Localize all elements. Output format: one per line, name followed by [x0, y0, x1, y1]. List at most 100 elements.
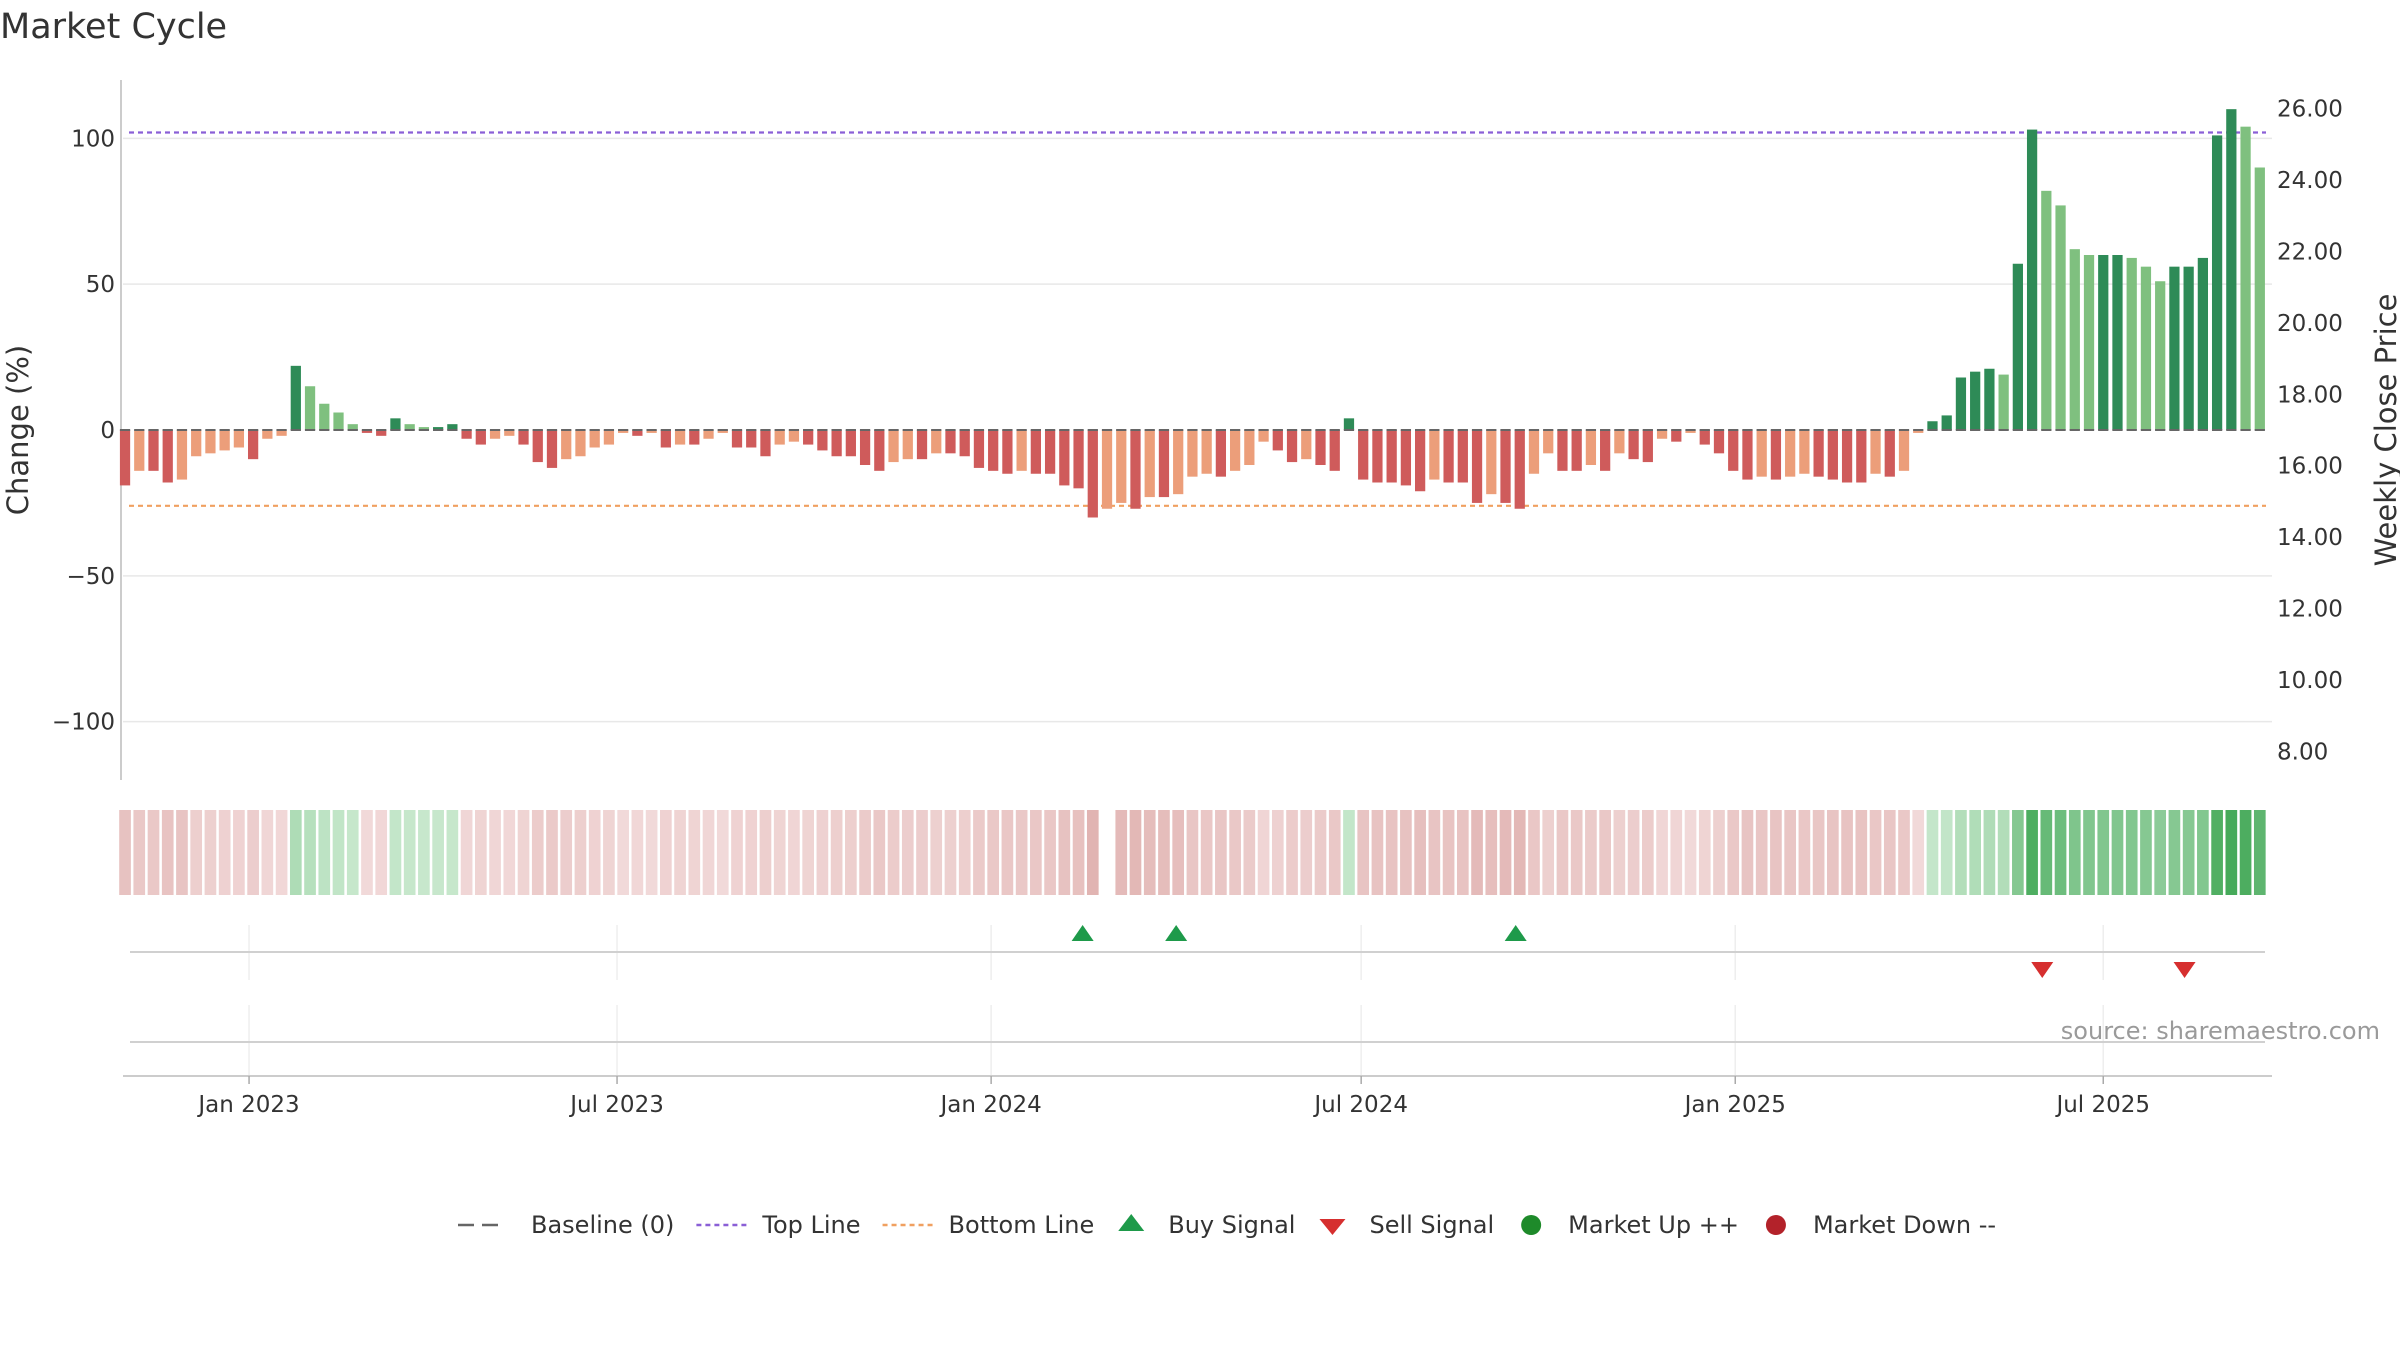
heat-strip-cell [745, 810, 758, 895]
change-bar [1898, 430, 1910, 471]
y-left-tick-label: 0 [100, 418, 115, 444]
change-bar [689, 430, 700, 445]
heat-strip-cell [1627, 810, 1640, 895]
heat-strip-cell [1670, 810, 1683, 895]
change-bar [845, 430, 856, 457]
change-bar [1941, 415, 1952, 430]
y-right-axis-title: Weekly Close Price [2369, 294, 2400, 567]
heat-strip-cell [1912, 810, 1925, 895]
heat-strip-cell [1599, 810, 1611, 895]
change-bar [333, 412, 344, 430]
change-bar [1215, 430, 1227, 477]
heat-strip-cell [190, 810, 203, 895]
heat-strip-cell [1485, 810, 1498, 895]
heat-strip-cell [161, 810, 174, 895]
change-bar [1500, 430, 1511, 503]
change-bar [518, 430, 529, 445]
heat-strip-cell [2182, 810, 2195, 895]
heat-strip-cell [546, 810, 558, 895]
change-bar [1315, 430, 1326, 465]
heat-strip-cell [2012, 810, 2024, 895]
change-bar [561, 430, 572, 460]
change-bar [247, 430, 259, 460]
buy-signal-marker [1165, 925, 1188, 941]
heat-strip-cell [1556, 810, 1569, 895]
y-right-tick-label: 12.00 [2277, 597, 2343, 623]
change-bar [2226, 109, 2237, 431]
change-bar [1229, 430, 1241, 471]
heat-strip-cell [916, 810, 928, 895]
heat-strip-cell [1940, 810, 1953, 895]
heat-strip-cell [1300, 810, 1313, 895]
change-bar [2183, 266, 2194, 430]
change-bar [874, 430, 885, 471]
market-heat-strip [119, 810, 2266, 895]
change-bar [817, 430, 828, 451]
change-bar [404, 424, 415, 430]
change-bar [575, 430, 586, 457]
heat-strip-cell [204, 810, 217, 895]
heat-strip-cell [1414, 810, 1426, 895]
legend-item: Buy Signal [1118, 1211, 1295, 1239]
heat-strip-cell [1969, 810, 1982, 895]
change-bar [988, 430, 999, 471]
y-right-tick-label: 16.00 [2277, 454, 2343, 480]
heat-strip-cell [133, 810, 146, 895]
y-left-tick-label: −100 [52, 710, 115, 736]
change-bar [504, 430, 515, 436]
change-bar [945, 430, 956, 454]
change-bar [2240, 126, 2251, 431]
change-bar [931, 430, 942, 454]
heat-strip-cell [1698, 810, 1711, 895]
heat-strip-cell [1641, 810, 1654, 895]
legend-circle-icon [1521, 1215, 1542, 1235]
change-bar [1471, 430, 1483, 503]
heat-strip-cell [275, 810, 288, 895]
change-bar [390, 418, 401, 430]
heat-strip-cell [218, 810, 231, 895]
legend-item: Sell Signal [1319, 1211, 1494, 1239]
right-axis-ticks: 26.00 24.00 22.00 20.00 18.00 16.00 14.00 12.00… [2277, 97, 2343, 766]
change-bar [1443, 430, 1454, 483]
legend-label: Top Line [761, 1211, 860, 1239]
change-bar [746, 430, 757, 448]
heat-strip-cell [1143, 810, 1156, 895]
heat-strip-cell [859, 810, 871, 895]
heat-strip-cell [631, 810, 644, 895]
change-bar [191, 430, 202, 457]
heat-strip-cell [702, 810, 715, 895]
change-bar [1543, 430, 1554, 454]
heat-strip-cell [1058, 810, 1071, 895]
y-left-tick-label: 100 [71, 126, 115, 152]
change-bar [361, 430, 373, 433]
legend-label: Sell Signal [1369, 1211, 1494, 1239]
heat-strip-cell [603, 810, 615, 895]
change-bar [916, 430, 928, 460]
heat-strip-cell [2054, 810, 2067, 895]
heat-strip-cell [2253, 810, 2266, 895]
heat-strip-cell [688, 810, 701, 895]
left-axis-ticks: 100 50 0 −50 −100 [52, 126, 115, 735]
heat-strip-cell [901, 810, 914, 895]
change-bar [1343, 418, 1355, 430]
change-bar [1927, 421, 1938, 430]
change-bar [276, 430, 287, 436]
legend-item: Market Up ++ [1521, 1211, 1739, 1239]
change-bar [2140, 266, 2152, 430]
heat-strip-cell [788, 810, 800, 895]
heat-strip-cell [1983, 810, 1996, 895]
change-bar [2069, 249, 2080, 430]
heat-strip-cell [176, 810, 188, 895]
heat-strip-cell [1613, 810, 1626, 895]
x-tick-label: Jul 2025 [2054, 1092, 2150, 1118]
change-bar [1301, 430, 1312, 460]
heat-strip-cell [773, 810, 786, 895]
heat-strip-cell [1898, 810, 1910, 895]
heat-strip-cell [1798, 810, 1811, 895]
change-bar [731, 430, 743, 448]
heat-strip-cell [1385, 810, 1398, 895]
legend-label: Buy Signal [1168, 1211, 1295, 1239]
heat-strip-cell [1200, 810, 1213, 895]
change-bar [2026, 129, 2038, 431]
